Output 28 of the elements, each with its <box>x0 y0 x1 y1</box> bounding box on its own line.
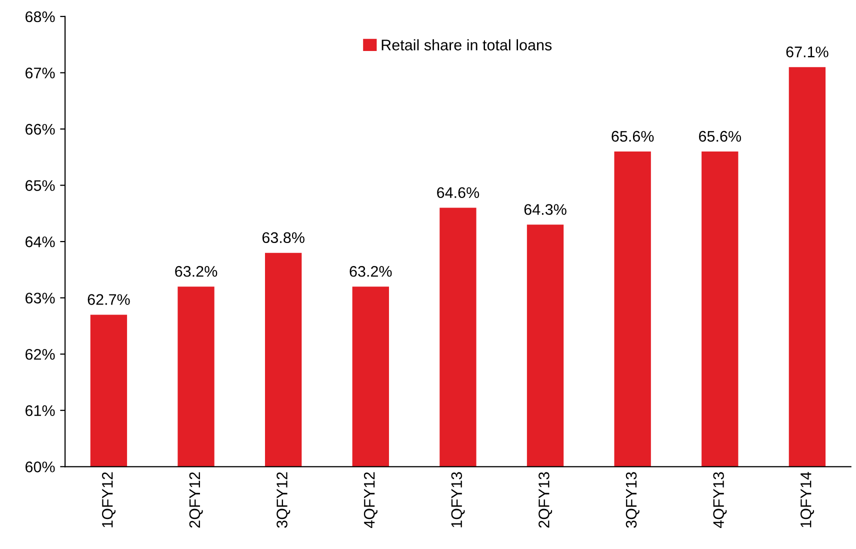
x-tick-label: 3QFY12 <box>276 472 290 528</box>
text: 63.2% <box>175 266 218 277</box>
x-tick-label: 2QFY13 <box>538 472 552 528</box>
text: 63.8% <box>262 232 304 244</box>
x-tick-label: 3QFY13 <box>626 472 640 528</box>
text: 65.6% <box>612 130 654 142</box>
y-tick-label: 62% <box>26 348 55 360</box>
y-tick-label: 65% <box>26 180 55 191</box>
text: 64.3% <box>524 204 566 215</box>
legend-label: Retail share in total loans <box>382 39 552 50</box>
y-tick-label: 61% <box>26 405 55 416</box>
y-tick-label: 60% <box>26 462 55 472</box>
y-tick-label: 68% <box>26 11 55 22</box>
text: 62.7% <box>88 294 130 305</box>
y-tick-label: 63% <box>26 292 55 304</box>
x-tick-label: 1QFY12 <box>102 472 116 528</box>
y-tick-label: 64% <box>26 236 55 248</box>
x-tick-label: 1QFY13 <box>451 472 465 528</box>
x-tick-label: 4QFY13 <box>713 472 727 528</box>
x-tick-label: 1QFY14 <box>800 472 814 528</box>
y-tick-label: 66% <box>26 124 55 135</box>
x-tick-label: 4QFY12 <box>364 472 378 528</box>
text: 65.6% <box>699 130 742 142</box>
y-tick-label: 67% <box>26 68 55 78</box>
text: 64.6% <box>437 187 480 198</box>
x-tick-label: 2QFY12 <box>189 472 203 528</box>
text: 63.2% <box>350 266 392 277</box>
text: 67.1% <box>786 46 828 58</box>
